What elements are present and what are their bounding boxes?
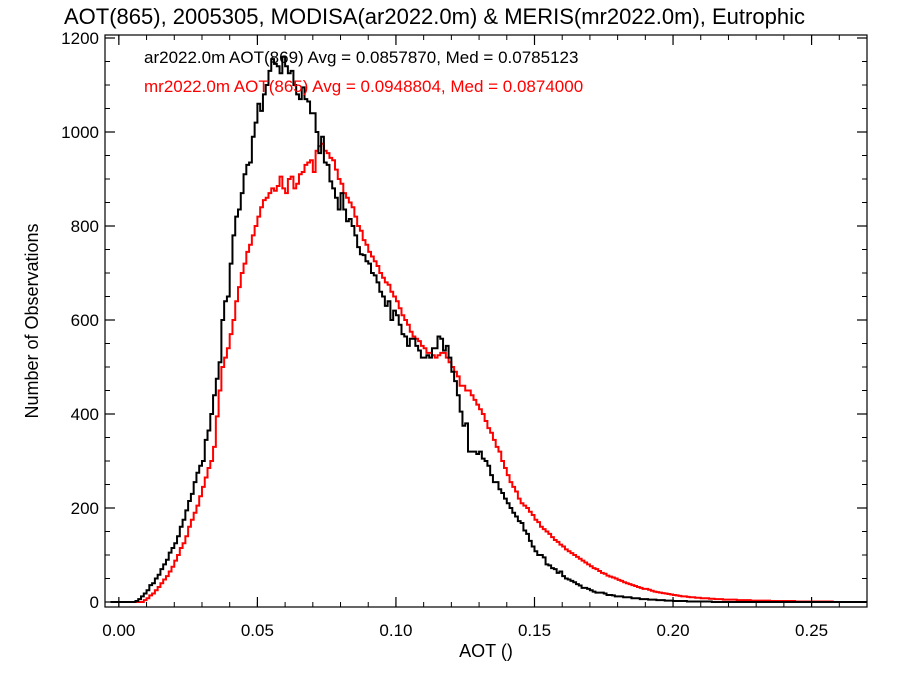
x-tick-labels: 0.00 0.05 0.10 0.15 0.20 0.25 <box>102 621 828 640</box>
y-axis-title: Number of Observations <box>22 223 42 418</box>
plot-frame <box>104 34 868 608</box>
y-tick-label: 1000 <box>61 123 99 142</box>
y-tick-label: 1200 <box>61 29 99 48</box>
legend-entry-ar2022: ar2022.0m AOT(869) Avg = 0.0857870, Med … <box>144 48 578 67</box>
y-tick-label: 600 <box>71 311 99 330</box>
y-tick-labels: 0 200 400 600 800 1000 1200 <box>61 29 99 612</box>
x-tick-label: 0.00 <box>102 621 135 640</box>
series-lines <box>110 55 867 603</box>
legend-entry-mr2022: mr2022.0m AOT(865) Avg = 0.0948804, Med … <box>144 77 583 96</box>
x-tick-label: 0.05 <box>241 621 274 640</box>
x-axis-title: AOT () <box>459 641 513 661</box>
series-ar2022-line <box>110 55 867 603</box>
chart-title: AOT(865), 2005305, MODISA(ar2022.0m) & M… <box>64 4 805 29</box>
x-tick-label: 0.10 <box>379 621 412 640</box>
x-tick-label: 0.20 <box>656 621 689 640</box>
axis-ticks <box>105 35 868 607</box>
x-tick-label: 0.15 <box>518 621 551 640</box>
series-mr2022-line <box>110 142 834 603</box>
y-tick-label: 0 <box>90 593 99 612</box>
y-tick-label: 400 <box>71 405 99 424</box>
x-tick-label: 0.25 <box>795 621 828 640</box>
y-tick-label: 200 <box>71 499 99 518</box>
y-tick-label: 800 <box>71 217 99 236</box>
